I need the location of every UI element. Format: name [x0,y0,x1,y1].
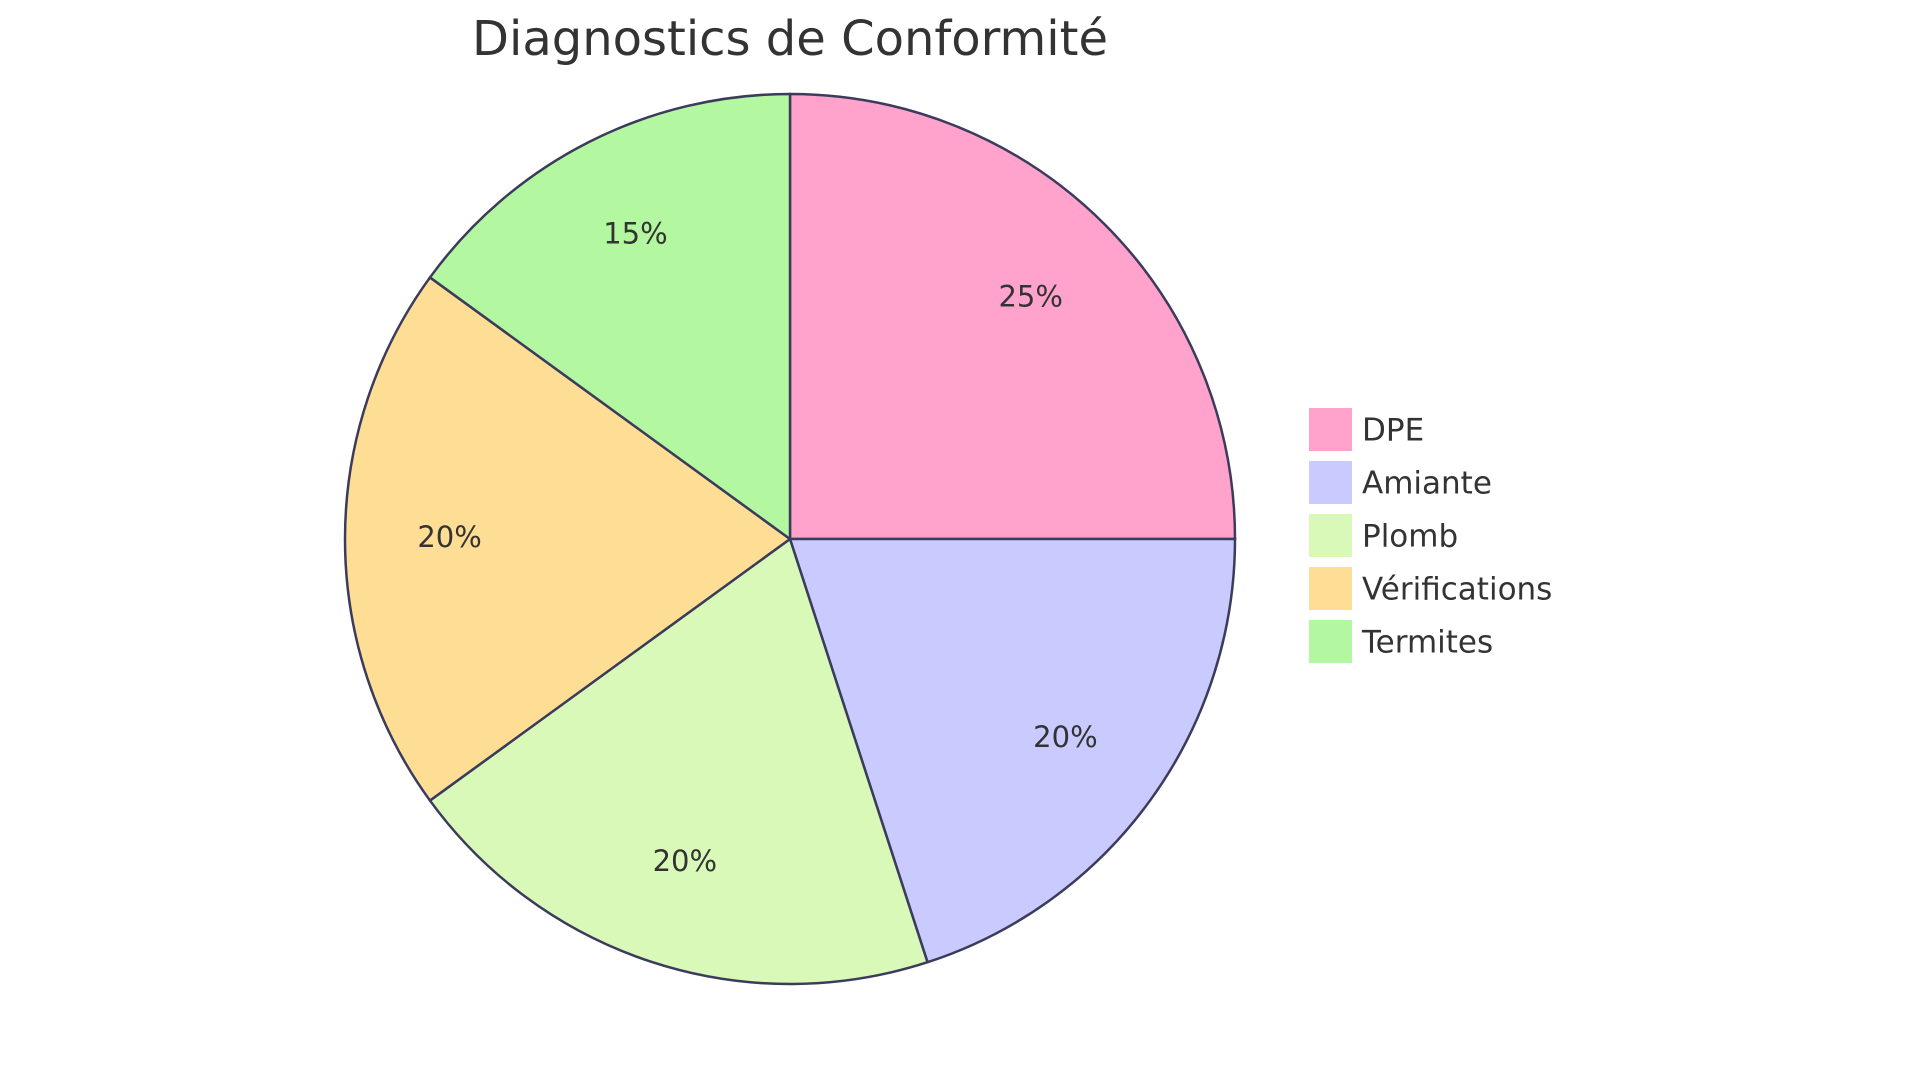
legend-swatch [1307,459,1354,506]
pie-slice [428,92,792,542]
pie-slice [343,275,793,803]
legend-swatch [1307,618,1354,665]
legend-swatch [1307,512,1354,559]
legend-label: Amiante [1362,466,1492,502]
slice-label: 20% [417,520,481,554]
legend-label: DPE [1362,413,1424,449]
pie-slice [788,92,1237,541]
legend-swatch [1307,565,1354,612]
slice-label: 20% [653,844,717,878]
legend-label: Vérifications [1362,572,1552,608]
pie-slice [788,537,1237,964]
pie-slice [428,536,930,986]
slice-label: 15% [603,217,667,251]
slice-label: 25% [998,279,1062,313]
legend-label: Plomb [1362,519,1458,555]
legend-label: Termites [1361,625,1493,661]
slice-label: 20% [1033,720,1097,754]
legend-swatch [1307,406,1354,453]
chart-title: Diagnostics de Conformité [472,11,1108,67]
